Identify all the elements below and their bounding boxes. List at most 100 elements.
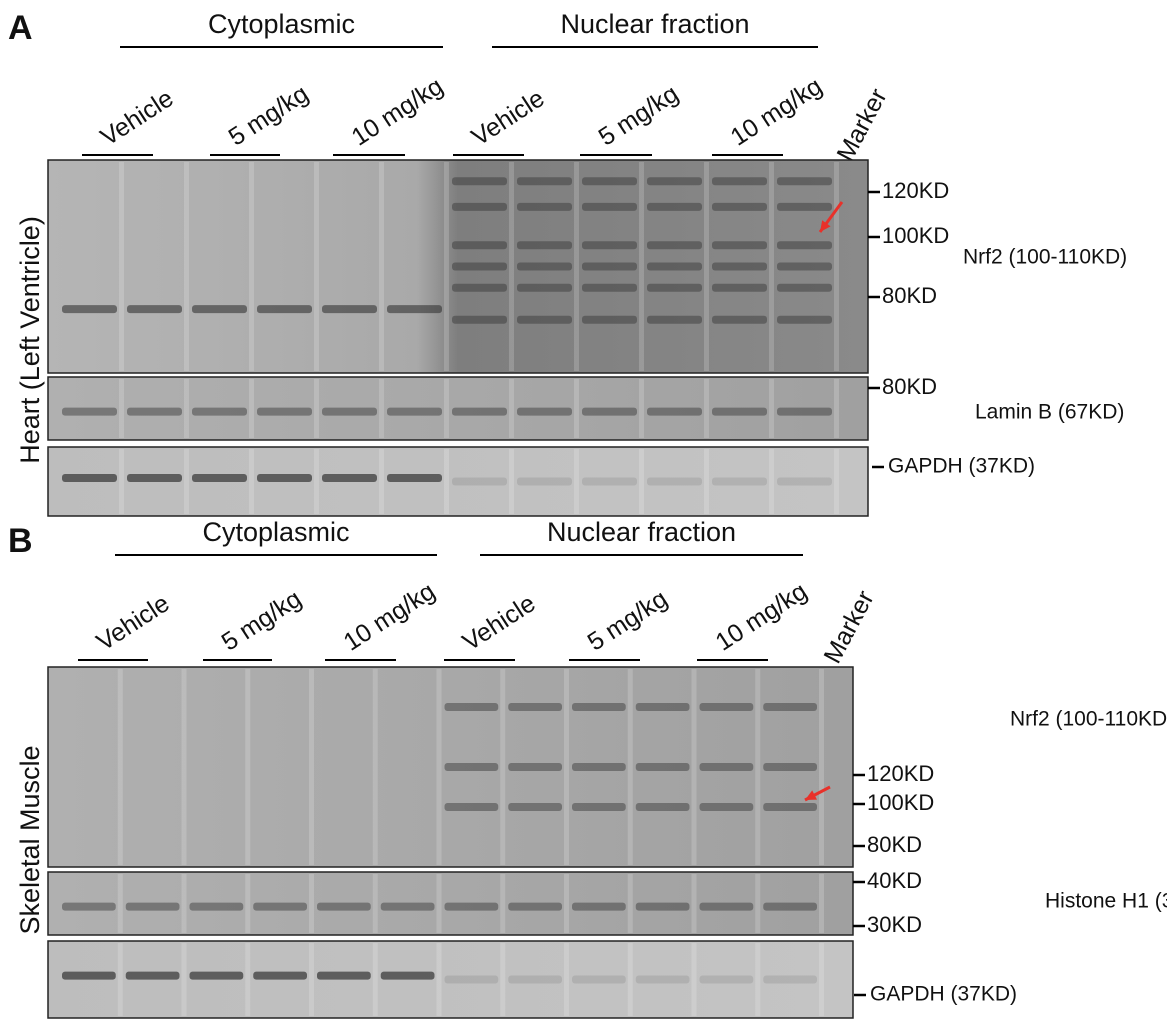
lane-streak xyxy=(118,943,123,1016)
lane-streak xyxy=(184,162,189,371)
lane-label: Vehicle xyxy=(467,84,550,151)
lane-streak xyxy=(437,874,442,933)
band xyxy=(127,474,182,482)
lane-streak xyxy=(639,449,644,514)
lane-label: 5 mg/kg xyxy=(583,585,673,657)
lane-streak xyxy=(437,943,442,1016)
band xyxy=(62,408,117,416)
band xyxy=(126,972,180,980)
lane-label: 5 mg/kg xyxy=(217,585,307,657)
band xyxy=(190,903,244,911)
lane-streak xyxy=(249,449,254,514)
band xyxy=(62,903,116,911)
band xyxy=(445,903,499,911)
blot-label: Nrf2 (100-110KD) xyxy=(963,246,1127,269)
band xyxy=(647,177,702,185)
band xyxy=(62,474,117,482)
lane-streak xyxy=(314,162,319,371)
marker-size: 80KD xyxy=(867,832,922,857)
band xyxy=(777,177,832,185)
lane-streak xyxy=(309,669,314,865)
lane-streak xyxy=(755,943,760,1016)
band xyxy=(712,284,767,292)
band xyxy=(700,803,754,811)
marker-label: Marker xyxy=(831,84,892,166)
panel-letter: B xyxy=(8,522,33,560)
band xyxy=(452,284,507,292)
band xyxy=(763,803,817,811)
band xyxy=(517,316,572,324)
band xyxy=(572,703,626,711)
band xyxy=(647,408,702,416)
band xyxy=(763,976,817,984)
lane-label: 5 mg/kg xyxy=(594,80,684,152)
lane-streak xyxy=(245,874,250,933)
band xyxy=(508,903,562,911)
band xyxy=(508,703,562,711)
band xyxy=(582,316,637,324)
blot-label: Histone H1 (32KD) xyxy=(1045,890,1167,913)
band xyxy=(452,316,507,324)
lane-streak xyxy=(628,874,633,933)
band xyxy=(700,903,754,911)
lane-streak xyxy=(639,162,644,371)
marker-size: 120KD xyxy=(882,178,949,203)
band xyxy=(712,203,767,211)
lane-streak xyxy=(444,449,449,514)
band xyxy=(777,241,832,249)
band xyxy=(647,263,702,271)
lane-streak xyxy=(500,943,505,1016)
band xyxy=(777,203,832,211)
band xyxy=(127,305,182,313)
band xyxy=(582,263,637,271)
tissue-label: Skeletal Muscle xyxy=(15,745,45,934)
lane-streak xyxy=(184,449,189,514)
marker-size: 80KD xyxy=(882,283,937,308)
band xyxy=(647,284,702,292)
band xyxy=(508,976,562,984)
band xyxy=(445,976,499,984)
band xyxy=(582,177,637,185)
band xyxy=(636,763,690,771)
band xyxy=(712,241,767,249)
band xyxy=(636,903,690,911)
blot-label: Lamin B (67KD) xyxy=(975,401,1124,424)
band xyxy=(452,263,507,271)
lane-streak xyxy=(692,943,697,1016)
band xyxy=(517,408,572,416)
lane-streak xyxy=(249,379,254,438)
lane-streak xyxy=(692,874,697,933)
lane-streak xyxy=(314,449,319,514)
lane-streak xyxy=(819,874,824,933)
band xyxy=(126,903,180,911)
lane-label: 10 mg/kg xyxy=(726,72,828,151)
lane-label: Vehicle xyxy=(92,589,175,656)
lane-streak xyxy=(834,162,839,371)
lane-streak xyxy=(437,669,442,865)
lane-label: 10 mg/kg xyxy=(347,72,449,151)
lane-streak xyxy=(755,669,760,865)
lane-streak xyxy=(574,162,579,371)
band xyxy=(712,408,767,416)
band xyxy=(582,478,637,486)
band xyxy=(452,478,507,486)
lane-streak xyxy=(509,162,514,371)
tissue-label: Heart (Left Ventricle) xyxy=(15,216,45,464)
lane-streak xyxy=(574,449,579,514)
lane-streak xyxy=(500,669,505,865)
lane-streak xyxy=(119,162,124,371)
band xyxy=(582,408,637,416)
lane-streak xyxy=(309,943,314,1016)
lane-streak xyxy=(182,943,187,1016)
band xyxy=(452,408,507,416)
blot xyxy=(48,447,868,516)
band xyxy=(572,903,626,911)
band xyxy=(508,803,562,811)
band xyxy=(700,976,754,984)
lane-streak xyxy=(373,669,378,865)
lane-label: 10 mg/kg xyxy=(711,577,813,656)
band xyxy=(636,976,690,984)
lane-streak xyxy=(379,449,384,514)
blot xyxy=(48,667,853,867)
lane-streak xyxy=(373,874,378,933)
